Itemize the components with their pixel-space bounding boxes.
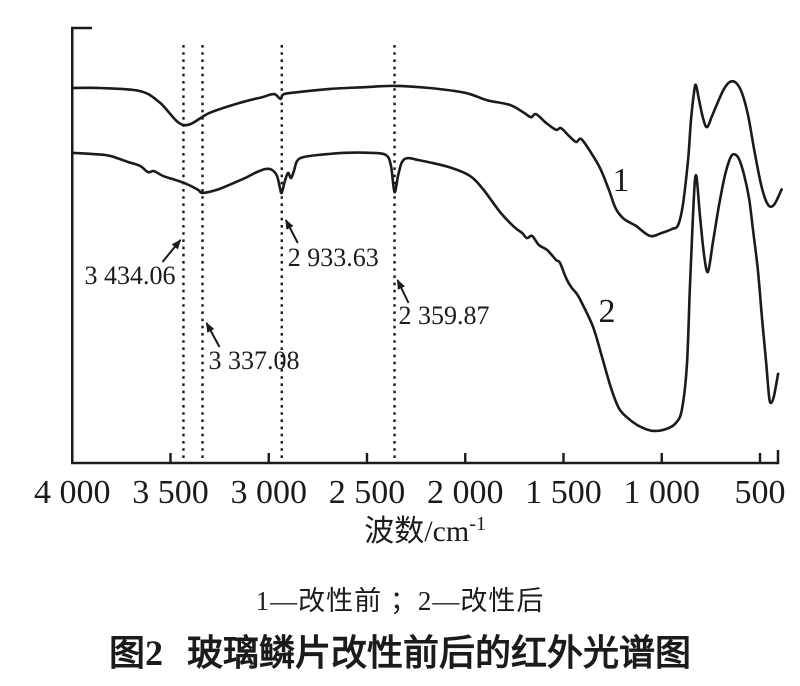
axes: 4 000 3 500 3 000 2 500 2 000 1 500 1 000 500 波数… (34, 26, 786, 548)
annotation-arrow (205, 322, 221, 348)
curve-label-2: 2 (599, 293, 616, 330)
axis-frame (71, 26, 780, 465)
peak-annotation-label: 3 434.06 (84, 261, 175, 290)
x-tick-label: 2 500 (329, 474, 406, 511)
spectrum-curve-1 (71, 79, 783, 238)
legend-text: 1—改性前 ；2—改性后 (255, 586, 545, 616)
x-tick-label: 4 000 (34, 474, 111, 511)
peak-annotation-label: 3 337.08 (209, 346, 300, 375)
annotation-arrow (284, 219, 299, 244)
ir-spectrum-plot: 4 000 3 500 3 000 2 500 2 000 1 500 1 000 500 波数… (34, 26, 786, 548)
peak-guide-lines (182, 45, 396, 462)
spectrum-curves: 12 (71, 79, 783, 433)
peak-annotations: 3 434.06 3 337.08 2 933.63 2 359.87 (84, 219, 490, 375)
annotation-arrow (396, 279, 410, 304)
x-tick-label: 1 500 (525, 474, 602, 511)
figure-caption-text: 玻璃鳞片改性前后的红外光谱图 (187, 633, 692, 673)
figure-caption: 图2 玻璃鳞片改性前后的红外光谱图 (0, 624, 800, 676)
x-tick-label: 500 (735, 474, 786, 511)
x-tick-label: 1 000 (624, 474, 701, 511)
x-axis-title: 波数/cm-1 (364, 513, 486, 548)
peak-annotation-label: 2 933.63 (288, 243, 379, 272)
spectrum-curve-2 (71, 151, 780, 433)
figure-number-label: 图2 (108, 633, 163, 673)
peak-annotation-label: 2 359.87 (399, 301, 490, 330)
x-tick-label: 3 000 (231, 474, 308, 511)
curve-label-1: 1 (613, 162, 630, 199)
annotation-arrow (161, 239, 182, 263)
x-tick-label: 3 500 (132, 474, 209, 511)
series-legend: 1—改性前 ；2—改性后 (0, 579, 800, 618)
x-tick-label: 2 000 (427, 474, 504, 511)
